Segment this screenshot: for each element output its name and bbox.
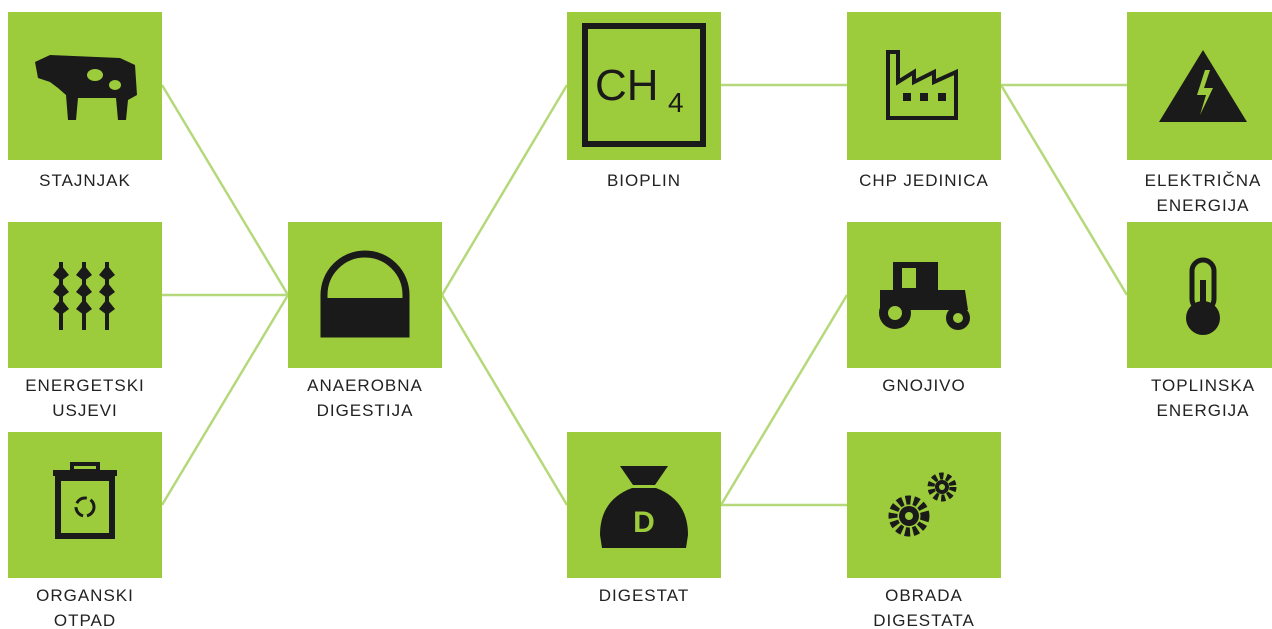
node-label: ENERGIJA: [1156, 196, 1249, 215]
node-box: [847, 12, 1001, 160]
node-label: ANAEROBNA: [307, 376, 423, 395]
edge: [160, 294, 290, 506]
cow-icon: [35, 55, 137, 120]
edges: [160, 83, 1129, 507]
gears-icon: [888, 472, 957, 537]
edge: [440, 84, 569, 296]
bin-icon: [53, 462, 117, 539]
tractor-icon: [879, 262, 970, 330]
ch4-icon: CH 4: [582, 23, 706, 147]
node-label: DIGESTIJA: [317, 401, 414, 420]
node-box: [1127, 222, 1272, 368]
thermometer-icon: [1186, 257, 1220, 335]
node-box: [8, 432, 162, 578]
node-label: USJEVI: [52, 401, 118, 420]
node-label: DIGESTAT: [599, 586, 690, 605]
digester-icon: [320, 250, 410, 338]
edge: [999, 84, 1129, 296]
voltage-icon: [1159, 50, 1247, 122]
edge: [160, 84, 290, 296]
node-label: ELEKTRIČNA: [1145, 171, 1262, 190]
node-box: [288, 222, 442, 368]
node-label: OBRADA: [885, 586, 963, 605]
node-label: DIGESTATA: [873, 611, 975, 629]
sack-icon: D: [600, 466, 688, 548]
icon-subscript: 4: [668, 87, 684, 118]
node-label: GNOJIVO: [882, 376, 966, 395]
wheat-icon: [53, 262, 115, 330]
node-label: BIOPLIN: [607, 171, 681, 190]
node-box: [567, 12, 721, 160]
icon-text: D: [633, 506, 655, 539]
node-label: STAJNJAK: [39, 171, 131, 190]
node-label: ORGANSKI: [36, 586, 134, 605]
node-label: ENERGETSKI: [25, 376, 145, 395]
node-label: OTPAD: [54, 611, 116, 629]
node-label: CHP JEDINICA: [859, 171, 989, 190]
node-label: ENERGIJA: [1156, 401, 1249, 420]
edge: [719, 294, 849, 506]
icon-text: CH: [595, 61, 659, 110]
edge: [440, 294, 569, 506]
factory-icon: [886, 50, 958, 120]
node-label: TOPLINSKA: [1151, 376, 1255, 395]
